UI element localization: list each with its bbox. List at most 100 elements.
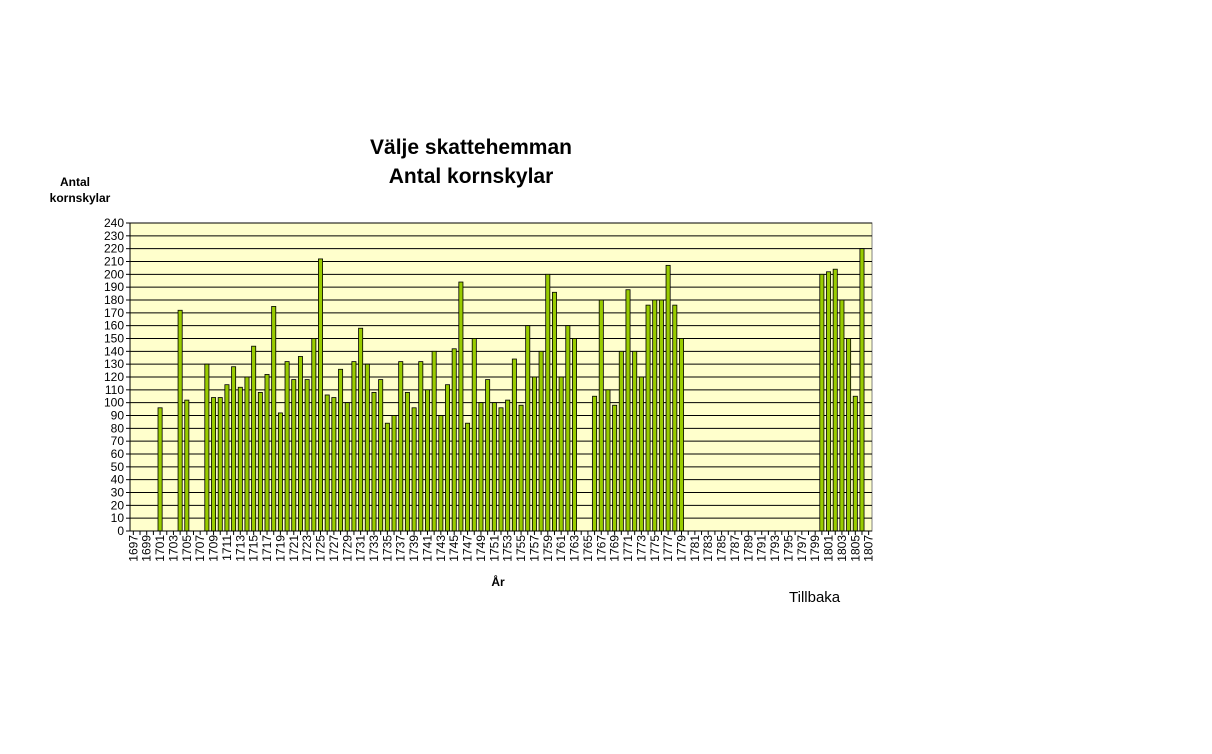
x-tick-label: 1769 (608, 535, 622, 562)
y-tick-label: 220 (104, 242, 124, 256)
x-tick-label: 1743 (434, 535, 448, 562)
bar-1709 (211, 397, 217, 532)
bar-1770 (618, 350, 624, 532)
x-tick-label: 1791 (755, 535, 769, 562)
y-tick-label: 90 (111, 409, 125, 423)
x-tick-label: 1723 (300, 535, 314, 562)
bar-1756 (525, 325, 531, 532)
bar-1747 (465, 422, 471, 532)
bar-1777 (665, 264, 671, 532)
y-tick-label: 40 (111, 473, 125, 487)
y-tick-label: 80 (111, 421, 125, 435)
bar-1726 (324, 394, 330, 532)
bar-1749 (478, 402, 484, 532)
x-tick-label: 1793 (768, 535, 782, 562)
bar-1715 (251, 345, 257, 532)
x-tick-label: 1797 (795, 535, 809, 562)
y-tick-label: 160 (104, 319, 124, 333)
bar-1761 (558, 376, 564, 532)
bar-1745 (451, 348, 457, 532)
bar-1728 (338, 368, 344, 532)
y-tick-label: 30 (111, 486, 125, 500)
bar-1779 (679, 338, 684, 532)
bar-1704 (177, 309, 183, 532)
bar-1732 (364, 363, 370, 532)
bar-1773 (638, 376, 644, 532)
bar-1738 (404, 391, 410, 532)
bar-1801 (826, 271, 832, 532)
bar-1723 (304, 379, 310, 532)
y-tick-label: 190 (104, 280, 124, 294)
bar-1751 (491, 402, 497, 532)
x-tick-label: 1779 (674, 535, 688, 562)
bar-1766 (592, 395, 598, 532)
y-axis-title: Antal kornskylar (50, 175, 111, 205)
bar-1739 (411, 407, 417, 532)
x-tick-labels: 1697 1699 1701 1703 1705 1707 1709 1711 1713 1715… (126, 531, 876, 562)
bar-1762 (565, 325, 571, 532)
y-tick-label: 10 (111, 511, 125, 525)
bar-1744 (445, 384, 450, 532)
x-tick-label: 1751 (487, 535, 501, 562)
bar-1767 (598, 299, 604, 532)
y-tick-label: 130 (104, 357, 124, 371)
x-tick-label: 1735 (380, 535, 394, 562)
y-tick-label: 200 (104, 267, 124, 281)
bar-1771 (625, 289, 631, 532)
bar-1769 (612, 404, 618, 532)
bar-1759 (545, 273, 551, 532)
y-axis-title-line-1: Antal (60, 175, 90, 189)
y-tick-label: 100 (104, 396, 124, 410)
x-tick-label: 1781 (688, 535, 702, 562)
bar-1753 (505, 399, 511, 532)
x-tick-label: 1799 (808, 535, 822, 562)
x-tick-label: 1699 (140, 535, 154, 562)
x-tick-label: 1761 (554, 535, 568, 562)
x-tick-label: 1727 (327, 535, 341, 562)
x-tick-label: 1787 (728, 535, 742, 562)
bar-1708 (204, 363, 210, 532)
y-tick-label: 240 (104, 216, 124, 230)
y-tick-label: 20 (111, 498, 125, 512)
bar-1746 (458, 281, 464, 532)
bar-1802 (832, 268, 838, 532)
x-tick-label: 1757 (527, 535, 541, 562)
bar-1800 (819, 273, 825, 532)
x-tick-label: 1741 (420, 535, 434, 562)
bar-1804 (846, 338, 852, 532)
x-tick-label: 1711 (220, 535, 234, 561)
y-tick-label: 230 (104, 229, 124, 243)
x-tick-label: 1803 (835, 535, 849, 562)
y-tick-label: 0 (117, 524, 124, 538)
bar-1735 (384, 422, 390, 532)
x-tick-label: 1733 (367, 535, 381, 562)
back-link[interactable]: Tillbaka (789, 589, 841, 606)
x-tick-label: 1785 (715, 535, 729, 562)
x-tick-label: 1703 (166, 535, 180, 562)
x-tick-label: 1755 (514, 535, 528, 562)
x-tick-label: 1721 (287, 535, 301, 562)
bar-1742 (431, 350, 437, 532)
x-tick-label: 1745 (447, 535, 461, 562)
x-tick-label: 1765 (581, 535, 595, 562)
x-tick-label: 1717 (260, 535, 274, 562)
x-tick-label: 1771 (621, 535, 635, 562)
x-tick-label: 1729 (340, 535, 354, 562)
y-axis-title-line-2: kornskylar (50, 191, 111, 205)
x-tick-label: 1713 (233, 535, 247, 562)
bar-1775 (652, 299, 658, 532)
bar-1754 (511, 358, 517, 532)
x-tick-label: 1749 (474, 535, 488, 562)
y-tick-label: 150 (104, 332, 124, 346)
y-tick-label: 140 (104, 344, 124, 358)
chart-title-line-2: Antal kornskylar (389, 165, 554, 188)
x-tick-label: 1801 (822, 535, 836, 562)
bar-1729 (344, 402, 350, 532)
bar-1741 (424, 389, 430, 532)
bar-1743 (438, 415, 444, 532)
x-tick-label: 1701 (153, 535, 167, 562)
bar-1757 (531, 376, 537, 532)
bar-1803 (839, 299, 845, 532)
bar-1727 (331, 397, 337, 532)
